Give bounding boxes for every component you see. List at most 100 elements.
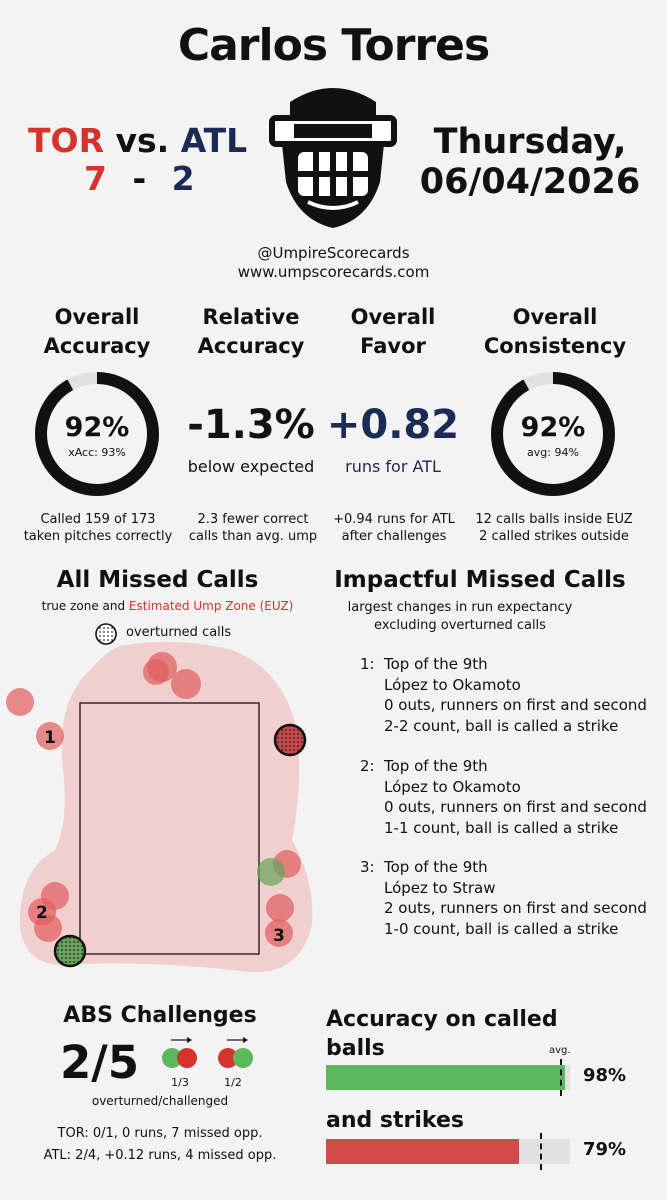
challenge-icon-1-label: 1/3 xyxy=(171,1076,189,1089)
relative-sub: below expected xyxy=(187,457,315,476)
score-dash: - xyxy=(132,159,147,198)
overturned-call xyxy=(53,934,87,968)
missed-call xyxy=(143,659,169,685)
impactful-inning: Top of the 9th xyxy=(384,757,488,775)
accuracy-note-1: Called 159 of 173 xyxy=(40,512,156,527)
favor-sub: runs for ATL xyxy=(345,457,441,476)
abs-sub: overturned/challenged xyxy=(91,1094,229,1108)
consistency-ring xyxy=(491,372,615,496)
missed-call xyxy=(257,858,285,886)
accuracy-title-2: Accuracy xyxy=(43,334,151,358)
favor-note: +0.94 runs for ATL after challenges xyxy=(322,511,466,545)
impactful-call: 2-2 count, ball is called a strike xyxy=(384,716,619,735)
consistency-value: 92% xyxy=(520,412,586,443)
balls-value: 98% xyxy=(583,1065,627,1086)
missed-call xyxy=(36,722,64,750)
favor-value: +0.82 xyxy=(326,402,460,448)
relative-note: 2.3 fewer correct calls than avg. ump xyxy=(178,511,328,545)
missed-call-label-2: 2 xyxy=(36,903,48,923)
overturned-legend-icon xyxy=(95,623,117,645)
matchup: TOR vs. ATL 7 - 2 xyxy=(28,122,247,198)
impactful-matchup: López to Okamoto xyxy=(384,675,521,694)
impactful-situation: 0 outs, runners on first and second xyxy=(384,798,647,816)
consistency-note-1: 12 calls balls inside EUZ xyxy=(475,512,633,527)
consistency-sub: avg: 94% xyxy=(527,446,579,459)
abs-title: ABS Challenges xyxy=(63,1003,257,1028)
relative-value: -1.3% xyxy=(187,402,315,448)
relative-title: Relative Accuracy xyxy=(178,303,324,361)
home-score: 2 xyxy=(171,159,195,198)
called-accuracy-title-1: Accuracy on called xyxy=(326,1007,558,1032)
accuracy-ring xyxy=(35,372,159,496)
home-team: ATL xyxy=(180,121,248,160)
consistency-note-2: 2 called strikes outside xyxy=(479,529,629,544)
avg-label: avg. xyxy=(549,1045,571,1056)
overturned-call xyxy=(273,723,307,757)
relative-note-2: calls than avg. ump xyxy=(188,529,318,544)
challenge-icon-red-to-green xyxy=(162,1037,197,1068)
impactful-matchup: López to Straw xyxy=(384,878,496,897)
game-date-value: 06/04/2026 xyxy=(419,162,641,202)
strikes-title: and strikes xyxy=(326,1108,464,1133)
impactful-item: 1: Top of the 9th López to Okamoto 0 outs, … xyxy=(360,654,665,736)
overturned-label: overturned calls xyxy=(126,625,232,640)
balls-bar xyxy=(326,1059,570,1096)
vs-text: vs. xyxy=(115,121,170,160)
away-team: TOR xyxy=(28,121,104,160)
favor-title-1: Overall xyxy=(350,305,436,329)
balls-bar-fill xyxy=(326,1065,566,1090)
favor-note-2: after challenges xyxy=(341,529,447,544)
impactful-title: Impactful Missed Calls xyxy=(334,567,626,593)
missed-call xyxy=(266,894,294,922)
legend-euz: Estimated Ump Zone (EUZ) xyxy=(128,599,294,613)
impactful-item: 3: Top of the 9th López to Straw 2 outs, ru… xyxy=(360,857,665,939)
missed-call-label-3: 3 xyxy=(273,926,285,946)
accuracy-sub: xAcc: 93% xyxy=(68,446,126,459)
missed-calls-plot: 1 2 3 xyxy=(6,641,313,973)
abs-value: 2/5 xyxy=(60,1036,140,1089)
strikes-avg-marker xyxy=(540,1133,542,1170)
legend-prefix: true zone and xyxy=(41,599,129,613)
missed-calls-title: All Missed Calls xyxy=(56,567,259,593)
impactful-sub-2: excluding overturned calls xyxy=(374,618,546,633)
strikes-bar-fill xyxy=(326,1139,519,1164)
umpire-mask-icon xyxy=(269,88,397,228)
impactful-sub: largest changes in run expectancy exclud… xyxy=(310,599,610,635)
challenge-icon-2-label: 1/2 xyxy=(224,1076,242,1089)
missed-calls-legend: true zone and Estimated Ump Zone (EUZ) xyxy=(0,599,335,613)
relative-title-1: Relative xyxy=(202,305,300,329)
favor-title-2: Favor xyxy=(360,334,426,358)
umpire-name: Carlos Torres xyxy=(177,20,490,71)
impactful-num: 1: xyxy=(360,655,375,673)
handles: @UmpireScorecards www.umpscorecards.com xyxy=(0,244,667,282)
accuracy-title-1: Overall xyxy=(54,305,140,329)
impactful-situation: 2 outs, runners on first and second xyxy=(384,899,647,917)
favor-note-1: +0.94 runs for ATL xyxy=(333,512,455,527)
impactful-matchup: López to Okamoto xyxy=(384,777,521,796)
game-date: Thursday, 06/04/2026 xyxy=(405,122,655,202)
euz-region xyxy=(20,641,313,973)
impactful-inning: Top of the 9th xyxy=(384,655,488,673)
impactful-sub-1: largest changes in run expectancy xyxy=(347,600,573,615)
strikes-bar xyxy=(326,1133,570,1170)
balls-avg-marker xyxy=(560,1059,562,1096)
challenge-icon-green-to-red xyxy=(218,1037,253,1068)
missed-call xyxy=(34,914,62,942)
impactful-item: 2: Top of the 9th López to Okamoto 0 outs, … xyxy=(360,756,665,838)
tor-challenges: TOR: 0/1, 0 runs, 7 missed opp. xyxy=(57,1126,263,1141)
strikes-value: 79% xyxy=(583,1139,627,1160)
consistency-title-2: Consistency xyxy=(483,334,627,358)
missed-call xyxy=(265,919,293,947)
accuracy-title: Overall Accuracy xyxy=(22,303,172,361)
impactful-call: 1-0 count, ball is called a strike xyxy=(384,919,619,938)
relative-title-2: Accuracy xyxy=(197,334,305,358)
challenge-icons xyxy=(162,1037,253,1068)
impactful-num: 2: xyxy=(360,757,375,775)
impactful-inning: Top of the 9th xyxy=(384,858,488,876)
relative-note-1: 2.3 fewer correct xyxy=(197,512,309,527)
impactful-call: 1-1 count, ball is called a strike xyxy=(384,818,619,837)
atl-challenges: ATL: 2/4, +0.12 runs, 4 missed opp. xyxy=(43,1148,277,1163)
twitter-handle: @UmpireScorecards xyxy=(257,244,410,262)
called-accuracy-title-2: balls xyxy=(326,1036,385,1061)
missed-call xyxy=(6,688,34,716)
